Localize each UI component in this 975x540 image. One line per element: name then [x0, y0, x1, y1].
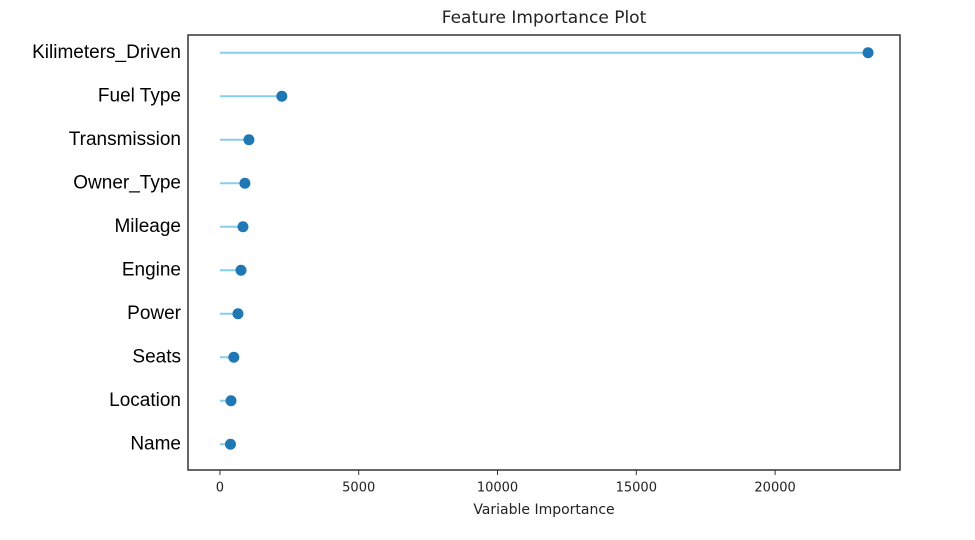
y-tick-label: Kilimeters_Driven — [32, 42, 181, 63]
y-tick-label: Seats — [132, 346, 181, 367]
dot — [228, 351, 240, 363]
y-tick-label: Fuel Type — [98, 85, 181, 106]
dot — [239, 177, 251, 189]
y-tick-label: Owner_Type — [73, 172, 181, 193]
x-tick-label: 0 — [216, 481, 224, 496]
dot — [862, 47, 874, 59]
y-tick-label: Transmission — [69, 129, 181, 150]
dot — [225, 395, 237, 407]
x-tick-label: 10000 — [477, 481, 518, 496]
dot — [276, 90, 288, 102]
y-tick-label: Mileage — [114, 216, 181, 237]
dot — [235, 264, 247, 276]
chart-title: Feature Importance Plot — [442, 8, 647, 28]
x-tick-label: 5000 — [342, 481, 375, 496]
plot-frame — [187, 34, 901, 471]
y-tick-label: Location — [109, 390, 181, 411]
x-tick-label: 15000 — [616, 481, 657, 496]
dot — [237, 221, 249, 233]
dot — [232, 308, 244, 320]
x-tick-label: 20000 — [754, 481, 795, 496]
y-tick-label: Power — [127, 303, 182, 324]
dot — [243, 134, 255, 146]
dot — [224, 438, 236, 450]
y-tick-label: Engine — [122, 259, 181, 280]
x-axis-label: Variable Importance — [473, 502, 614, 518]
y-tick-label: Name — [130, 433, 181, 454]
